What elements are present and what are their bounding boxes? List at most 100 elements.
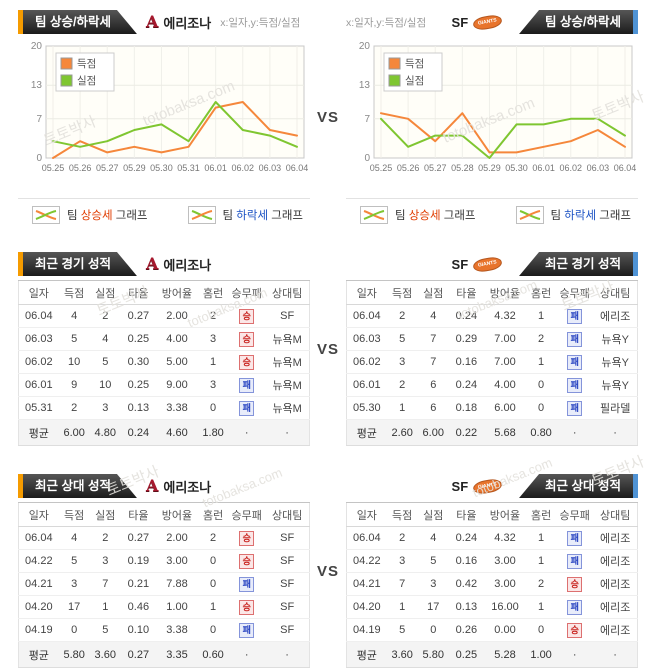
team-name-left: 에리조나 xyxy=(163,257,212,273)
tab-h2h-right: 최근 상대 성적 xyxy=(519,474,638,498)
arizona-logo-icon: A xyxy=(145,12,159,31)
stat-cell: 6 xyxy=(417,396,449,420)
stat-cell: 1 xyxy=(526,549,557,573)
column-header: 득점 xyxy=(386,502,418,527)
trend-header-left: 팀 상승/하락세 A 에리조나 x:일자,y:득점/실점 xyxy=(18,10,310,34)
svg-text:06.02: 06.02 xyxy=(232,163,255,173)
svg-text:득점: 득점 xyxy=(77,58,96,70)
stat-cell: 3 xyxy=(386,549,418,573)
average-dot: · xyxy=(265,419,310,446)
column-header: 타율 xyxy=(448,280,484,305)
stat-cell: 2 xyxy=(198,304,229,328)
stat-cell: 04.21 xyxy=(18,572,59,596)
table-row: 06.04 2 4 0.24 4.32 1 패 에리조 xyxy=(346,526,638,550)
result-cell: 패 xyxy=(228,396,266,420)
recent-section: 최근 경기 성적 A 에리조나 일자 득점 실점 타율 방어율 홈런 승무패 상대팀 06.04… xyxy=(18,252,638,446)
opponent-cell: 뉴욕Y xyxy=(593,327,638,351)
stat-cell: 06.01 xyxy=(346,373,387,397)
stat-cell: 5 xyxy=(89,350,121,374)
header-row: 일자 득점 실점 타율 방어율 홈런 승무패 상대팀 xyxy=(18,502,310,527)
trend-chart-left: 05.25 05.26 05.27 05.29 05.30 05.31 06.01 06.02… xyxy=(18,38,310,188)
lose-badge: 패 xyxy=(567,599,583,615)
opponent-cell: SF xyxy=(265,572,310,596)
column-header: 승무패 xyxy=(556,280,594,305)
stat-cell: 0.30 xyxy=(120,350,156,374)
trend-card-right: x:일자,y:득점/실점 SF GIANTS 팀 상승/하락세 05.25 05.… xyxy=(346,10,638,224)
stat-cell: 0 xyxy=(198,572,229,596)
team-label-right: SF GIANTS xyxy=(452,13,503,31)
table-row: 06.04 2 4 0.24 4.32 1 패 에리조 xyxy=(346,304,638,328)
lose-badge: 패 xyxy=(567,308,583,324)
average-cell: 0.22 xyxy=(448,419,484,446)
trend-chart-svg: 05.25 05.26 05.27 05.28 05.29 05.30 06.01 06.02… xyxy=(359,41,636,173)
stat-cell: 1 xyxy=(386,396,418,420)
column-header: 실점 xyxy=(89,502,121,527)
svg-text:0: 0 xyxy=(36,153,42,164)
stats-table: 일자 득점 실점 타율 방어율 홈런 승무패 상대팀 06.04 2 4 0.24 4.32 1 패 에리조 0… xyxy=(346,280,638,446)
team-label-right: SF GIANTS xyxy=(452,255,503,273)
svg-text:05.26: 05.26 xyxy=(397,163,420,173)
stat-cell: 3 xyxy=(198,327,229,351)
column-header: 상대팀 xyxy=(593,280,638,305)
svg-text:06.01: 06.01 xyxy=(532,163,555,173)
average-cell: 4.80 xyxy=(89,419,121,446)
column-header: 방어율 xyxy=(483,280,527,305)
h2h-header-left: 최근 상대 성적 A 에리조나 xyxy=(18,474,310,498)
svg-text:20: 20 xyxy=(359,41,371,52)
stat-cell: 2 xyxy=(386,373,418,397)
svg-text:05.30: 05.30 xyxy=(505,163,528,173)
stat-cell: 2.00 xyxy=(155,304,199,328)
stat-cell: 06.04 xyxy=(18,304,59,328)
average-cell: 5.68 xyxy=(483,419,527,446)
stat-cell: 10 xyxy=(58,350,90,374)
table-row: 04.21 7 3 0.42 3.00 2 승 에리조 xyxy=(346,572,638,596)
opponent-cell: SF xyxy=(265,618,310,642)
stat-cell: 1 xyxy=(386,595,418,619)
stat-cell: 3.00 xyxy=(483,572,527,596)
stat-cell: 0.21 xyxy=(120,572,156,596)
stat-cell: 1 xyxy=(198,595,229,619)
stat-cell: 04.21 xyxy=(346,572,387,596)
average-dot: · xyxy=(228,419,266,446)
opponent-cell: 에리조 xyxy=(593,304,638,328)
stat-cell: 2 xyxy=(526,327,557,351)
column-header: 승무패 xyxy=(228,502,266,527)
average-row: 평균 3.60 5.80 0.25 5.28 1.00 · · xyxy=(346,641,638,668)
result-cell: 승 xyxy=(556,572,594,596)
result-cell: 패 xyxy=(228,572,266,596)
trend-card-left: 팀 상승/하락세 A 에리조나 x:일자,y:득점/실점 05.25 05.26 0… xyxy=(18,10,310,224)
average-cell: 0.80 xyxy=(526,419,557,446)
vs-label: VS xyxy=(316,340,339,358)
trend-header-right: x:일자,y:득점/실점 SF GIANTS 팀 상승/하락세 xyxy=(346,10,638,34)
stat-cell: 16.00 xyxy=(483,595,527,619)
stat-cell: 4 xyxy=(58,526,90,550)
recent-header-right: SF GIANTS 최근 경기 성적 xyxy=(346,252,638,276)
stat-cell: 0.25 xyxy=(120,373,156,397)
svg-text:실점: 실점 xyxy=(77,75,96,87)
svg-text:05.28: 05.28 xyxy=(451,163,474,173)
header-row: 일자 득점 실점 타율 방어율 홈런 승무패 상대팀 xyxy=(346,280,638,305)
vs-label: VS xyxy=(316,562,339,580)
table-row: 04.21 3 7 0.21 7.88 0 패 SF xyxy=(18,572,310,596)
win-badge: 승 xyxy=(239,553,255,569)
average-cell: 0.60 xyxy=(198,641,229,668)
stat-cell: 9.00 xyxy=(155,373,199,397)
stat-cell: 0.42 xyxy=(448,572,484,596)
average-cell: 5.80 xyxy=(417,641,449,668)
stat-cell: 7.88 xyxy=(155,572,199,596)
result-cell: 승 xyxy=(228,304,266,328)
opponent-cell: 에리조 xyxy=(593,526,638,550)
stat-cell: 0 xyxy=(198,618,229,642)
opponent-cell: SF xyxy=(265,526,310,550)
lose-badge: 패 xyxy=(239,576,255,592)
column-header: 타율 xyxy=(120,502,156,527)
lose-badge: 패 xyxy=(567,331,583,347)
stat-cell: 1.00 xyxy=(155,595,199,619)
h2h-table-left: 일자 득점 실점 타율 방어율 홈런 승무패 상대팀 06.04 4 2 0.27 2.00 2 승 SF 04… xyxy=(18,502,310,668)
stat-cell: 06.02 xyxy=(18,350,59,374)
stat-cell: 3 xyxy=(198,373,229,397)
stat-cell: 3.38 xyxy=(155,396,199,420)
result-cell: 패 xyxy=(556,549,594,573)
h2h-table-right: 일자 득점 실점 타율 방어율 홈런 승무패 상대팀 06.04 2 4 0.24 4.32 1 패 에리조 0… xyxy=(346,502,638,668)
stat-cell: 5 xyxy=(58,327,90,351)
